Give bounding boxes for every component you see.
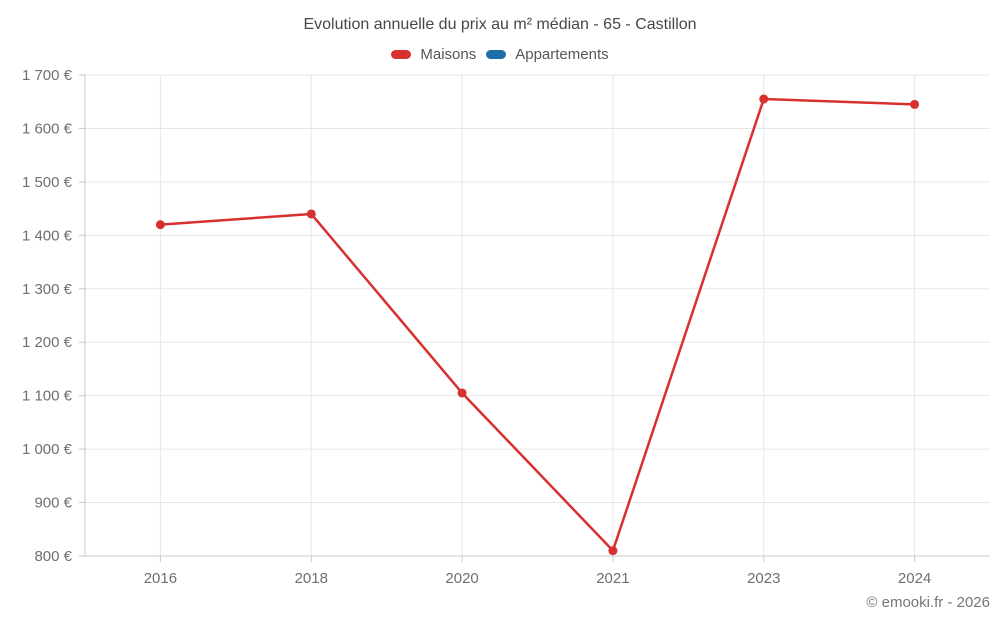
x-tick-label: 2021: [596, 570, 629, 587]
data-point-maisons-2018[interactable]: [306, 209, 316, 219]
copyright-text: © emooki.fr - 2026: [866, 594, 990, 611]
data-point-maisons-2021[interactable]: [608, 546, 618, 556]
y-tick-label: 800 €: [34, 548, 72, 565]
y-tick-label: 1 400 €: [22, 227, 73, 244]
legend: Maisons Appartements: [0, 46, 1000, 63]
x-tick-label: 2020: [445, 570, 478, 587]
x-tick-label: 2018: [295, 570, 328, 587]
legend-item-maisons[interactable]: Maisons: [391, 46, 476, 63]
data-point-maisons-2024[interactable]: [910, 99, 920, 109]
y-tick-label: 1 100 €: [22, 388, 73, 405]
legend-swatch-maisons: [391, 50, 412, 59]
legend-label: Appartements: [515, 46, 609, 63]
x-tick-label: 2023: [747, 570, 780, 587]
y-tick-label: 900 €: [34, 495, 72, 512]
data-point-maisons-2020[interactable]: [457, 388, 467, 398]
data-point-maisons-2016[interactable]: [155, 220, 165, 230]
series-line-maisons: [160, 97, 915, 552]
chart-title: Evolution annuelle du prix au m² médian …: [303, 16, 697, 33]
data-point-maisons-2023[interactable]: [759, 94, 769, 104]
legend-label: Maisons: [420, 46, 477, 63]
y-tick-label: 1 000 €: [22, 441, 73, 458]
y-tick-label: 1 500 €: [22, 174, 73, 191]
y-tick-label: 1 200 €: [22, 334, 73, 351]
legend-swatch-appartements: [486, 50, 507, 59]
y-tick-label: 1 300 €: [22, 281, 73, 298]
y-tick-label: 1 600 €: [22, 120, 73, 137]
x-tick-label: 2024: [898, 570, 931, 587]
y-tick-label: 1 700 €: [22, 67, 73, 84]
legend-item-appartements[interactable]: Appartements: [486, 46, 609, 63]
x-tick-label: 2016: [144, 570, 177, 587]
